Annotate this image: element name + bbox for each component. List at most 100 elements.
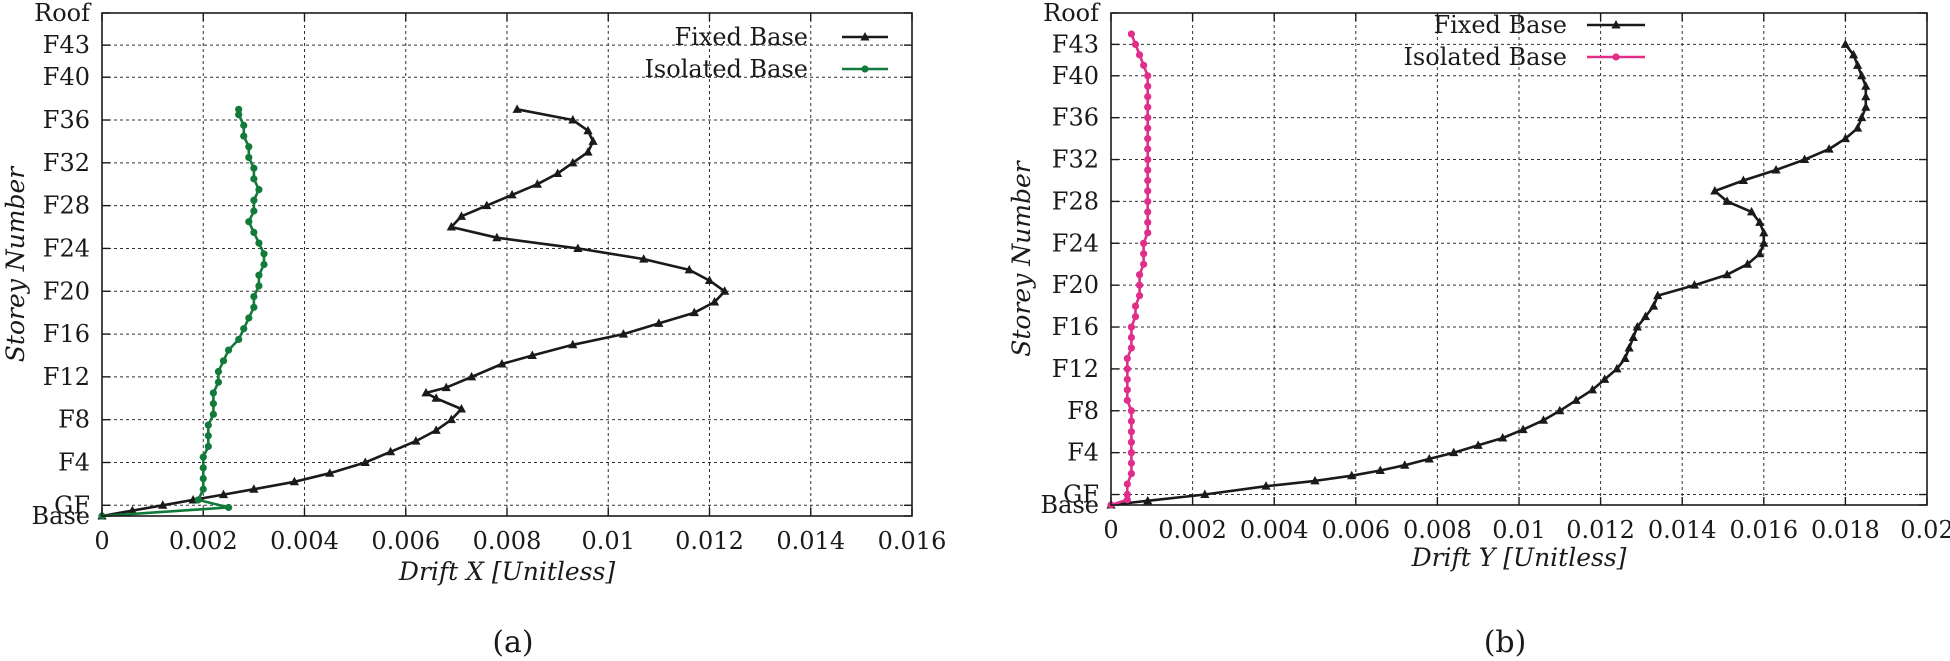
data-point-triangle — [441, 382, 451, 392]
data-point-circle — [1123, 490, 1131, 499]
y-tick-label: F40 — [1052, 62, 1099, 90]
data-point-circle — [1127, 407, 1135, 415]
data-point-circle — [194, 496, 202, 504]
data-point-triangle — [1620, 353, 1630, 362]
data-point-triangle — [1143, 495, 1153, 505]
data-point-triangle — [568, 157, 578, 167]
data-point-circle — [250, 164, 258, 172]
data-point-triangle — [1840, 133, 1850, 143]
y-tick-label: F8 — [1067, 397, 1099, 425]
data-point-circle — [209, 400, 217, 408]
data-point-triangle — [1375, 465, 1385, 474]
data-point-triangle — [1473, 440, 1483, 449]
data-point-triangle — [1824, 144, 1834, 153]
data-point-triangle — [1632, 322, 1642, 331]
data-point-triangle — [1587, 384, 1598, 394]
data-point-triangle — [583, 125, 593, 135]
data-point-triangle — [466, 371, 477, 381]
data-point-circle — [1144, 176, 1152, 185]
data-point-circle — [1135, 51, 1144, 59]
data-point-circle — [1127, 438, 1135, 446]
data-point-triangle — [507, 189, 517, 199]
data-point-triangle — [568, 115, 578, 124]
x-tick-label: 0.016 — [878, 527, 947, 555]
data-point-triangle — [704, 275, 715, 285]
data-point-circle — [240, 132, 248, 140]
y-tick-label: F43 — [1052, 30, 1099, 58]
x-tick-label: 0.012 — [1566, 516, 1635, 544]
y-axis-label: Storey Number — [1007, 159, 1036, 357]
data-point-circle — [204, 442, 212, 451]
y-tick-label: F32 — [43, 149, 90, 177]
data-point-triangle — [1722, 196, 1732, 205]
data-point-circle — [1127, 469, 1135, 478]
data-point-circle — [1144, 187, 1152, 195]
data-point-triangle — [411, 436, 421, 445]
data-point-triangle — [289, 476, 299, 486]
legend-label: Isolated Base — [644, 55, 808, 83]
data-point-triangle — [1800, 154, 1810, 164]
data-point-circle — [240, 121, 248, 129]
data-point-circle — [1144, 145, 1152, 153]
data-point-circle — [1127, 449, 1135, 457]
y-tick-label: F16 — [1052, 313, 1099, 341]
x-tick-label: 0.002 — [1158, 516, 1227, 544]
data-point-triangle — [532, 179, 542, 188]
data-point-circle — [1123, 354, 1131, 363]
data-point-circle — [260, 260, 268, 269]
data-point-circle — [199, 485, 207, 493]
data-point-triangle — [1759, 227, 1769, 237]
legend-marker-circle — [861, 65, 869, 73]
data-point-circle — [1131, 302, 1140, 310]
data-point-circle — [214, 367, 223, 376]
data-point-triangle — [1722, 269, 1732, 279]
data-point-circle — [1135, 292, 1144, 300]
data-point-triangle — [588, 136, 598, 145]
y-tick-label: F24 — [43, 234, 90, 262]
chart-b-caption: (b) — [1484, 625, 1527, 660]
data-point-triangle — [456, 211, 467, 220]
data-point-circle — [224, 346, 233, 354]
series-line-fixed-base — [101, 108, 726, 518]
data-point-triangle — [385, 446, 396, 456]
data-point-triangle — [512, 104, 522, 113]
x-tick-label: 0 — [1103, 516, 1118, 544]
data-point-triangle — [1759, 238, 1769, 247]
series-line-fixed-base — [1110, 43, 1868, 507]
data-point-circle — [250, 228, 258, 236]
data-point-triangle — [1689, 280, 1700, 289]
data-point-triangle — [1861, 91, 1871, 101]
data-point-triangle — [1649, 301, 1659, 310]
data-point-triangle — [1742, 259, 1753, 268]
x-tick-label: 0.002 — [169, 527, 238, 555]
x-tick-label: 0.012 — [675, 527, 744, 555]
data-point-circle — [1123, 365, 1131, 373]
data-point-triangle — [431, 425, 441, 434]
data-point-triangle — [1738, 175, 1748, 184]
data-point-triangle — [127, 505, 137, 515]
x-tick-label: 0.006 — [371, 527, 440, 555]
data-point-triangle — [1310, 475, 1320, 485]
data-point-circle — [245, 314, 253, 322]
chart-drift-y: (b) 0 0.002 0.004 0.006 0.008 0.01 0.012 0.014 0… — [1007, 0, 1950, 660]
data-point-triangle — [421, 387, 431, 397]
data-point-circle — [1123, 396, 1131, 404]
data-point-triangle — [249, 484, 259, 493]
y-tick-label: F28 — [1052, 187, 1099, 215]
data-point-circle — [219, 357, 228, 365]
data-point-circle — [250, 303, 258, 311]
legend-label: Fixed Base — [674, 23, 808, 51]
x-tick-label: 0.01 — [1492, 516, 1545, 544]
data-point-circle — [240, 325, 248, 333]
data-point-circle — [209, 389, 217, 397]
data-point-circle — [255, 185, 263, 194]
series-line-isolated-base — [101, 109, 266, 518]
data-point-triangle — [568, 339, 578, 349]
y-tick-label: F8 — [58, 406, 90, 434]
y-tick-label: F12 — [1052, 355, 1099, 383]
data-point-circle — [250, 207, 258, 215]
data-point-circle — [1144, 166, 1152, 174]
data-point-triangle — [325, 468, 335, 477]
data-point-triangle — [573, 243, 583, 252]
